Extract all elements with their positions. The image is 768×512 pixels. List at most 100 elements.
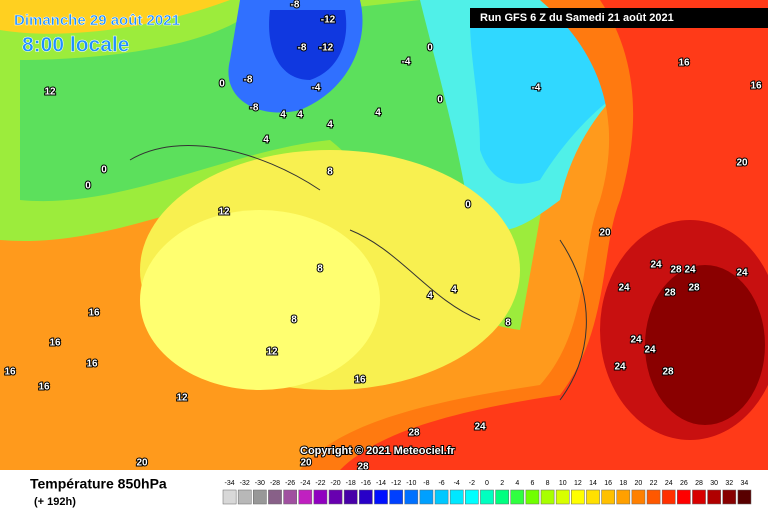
scale-swatch: [677, 489, 691, 505]
contour-label: 20: [136, 458, 148, 469]
contour-label: 24: [736, 268, 748, 279]
scale-swatch: [389, 489, 403, 505]
contour-label: 0: [465, 200, 471, 211]
scale-label: 6: [530, 480, 534, 487]
scale-label: -14: [376, 480, 386, 487]
contour-label: -12: [321, 15, 336, 26]
scale-swatch: [692, 489, 706, 505]
scale-swatch: [601, 489, 615, 505]
contour-label: 16: [678, 58, 690, 69]
scale-swatch: [313, 489, 328, 505]
scale-label: -2: [469, 480, 475, 487]
contour-label: 0: [101, 165, 107, 176]
contour-label: 20: [736, 158, 748, 169]
scale-label: 34: [741, 480, 749, 487]
time: 8:00 locale: [22, 34, 129, 57]
contour-label: 16: [354, 375, 366, 386]
contour-label: 28: [408, 428, 420, 439]
scale-swatch: [222, 489, 237, 505]
contour-label: 16: [86, 359, 98, 370]
contour-label: 4: [263, 135, 269, 146]
scale-label: -24: [300, 480, 310, 487]
scale-swatch: [586, 489, 600, 505]
scale-swatch: [646, 489, 661, 505]
contour-label: -8: [291, 0, 300, 11]
contour-label: 4: [375, 108, 381, 119]
scale-swatch: [631, 489, 646, 505]
scale-label: 8: [546, 480, 550, 487]
contour-label: 4: [280, 110, 286, 121]
contour-label: -4: [532, 83, 541, 94]
contour-label: -12: [319, 43, 334, 54]
contour-label: -8: [298, 43, 307, 54]
scale-label: 2: [500, 480, 504, 487]
scale-label: 28: [695, 480, 703, 487]
scale-swatch: [253, 489, 267, 505]
scale-swatch: [661, 489, 676, 505]
scale-label: 16: [604, 480, 612, 487]
contour-label: -4: [402, 57, 411, 68]
date: Dimanche 29 août 2021: [14, 12, 180, 29]
scale-swatch: [434, 489, 449, 505]
scale-swatch: [707, 489, 721, 505]
scale-label: 14: [589, 480, 597, 487]
scale-label: 32: [725, 480, 733, 487]
scale-swatch: [268, 489, 282, 505]
scale-label: -12: [391, 480, 401, 487]
scale-swatch: [510, 489, 525, 505]
scale-swatch: [495, 489, 509, 505]
scale-label: -34: [225, 480, 235, 487]
color-scale: -34 -32 -30 -28 -26 -24 -22 -20 -18 -16 -14 -12 -10-…: [222, 480, 752, 505]
contour-label: 16: [38, 382, 50, 393]
contour-label: 28: [670, 265, 682, 276]
contour-label: 24: [644, 345, 656, 356]
scale-label: -20: [331, 480, 341, 487]
scale-swatch: [328, 489, 343, 505]
contour-label: -4: [312, 83, 321, 94]
scale-label: -30: [255, 480, 265, 487]
legend-title: Température 850hPa: [30, 476, 167, 492]
contour-label: 24: [474, 422, 486, 433]
scale-swatch: [283, 489, 297, 505]
scale-swatch: [237, 489, 252, 505]
scale-label: 12: [574, 480, 582, 487]
contour-label: 8: [291, 315, 297, 326]
contour-label: 0: [437, 95, 443, 106]
scale-label: -16: [361, 480, 371, 487]
contour-label: 16: [49, 338, 61, 349]
map: [0, 0, 768, 470]
scale-label: -22: [315, 480, 325, 487]
scale-label: -28: [270, 480, 280, 487]
scale-swatch: [374, 489, 388, 505]
scale-label: 30: [710, 480, 718, 487]
contour-label: 28: [688, 283, 700, 294]
scale-label: -8: [423, 480, 429, 487]
scale-swatch: [480, 489, 494, 505]
contour-label: 24: [618, 283, 630, 294]
scale-label: 22: [650, 480, 658, 487]
contour-label: 12: [176, 393, 188, 404]
contour-label: 16: [4, 367, 16, 378]
contour-label: 8: [505, 318, 511, 329]
contour-label: 12: [218, 207, 230, 218]
scale-swatch: [722, 489, 737, 505]
contour-label: 28: [662, 367, 674, 378]
scale-label: 18: [619, 480, 627, 487]
contour-label: 20: [300, 458, 312, 469]
scale-swatch: [616, 489, 631, 505]
scale-label: 4: [515, 480, 519, 487]
contour-label: -8: [244, 75, 253, 86]
run-box: [470, 8, 768, 28]
contour-label: -8: [250, 103, 259, 114]
scale-label: 20: [635, 480, 643, 487]
scale-swatch: [449, 489, 464, 505]
run: Run GFS 6 Z du Samedi 21 août 2021: [480, 12, 674, 24]
scale-label: 26: [680, 480, 688, 487]
scale-swatch: [737, 489, 752, 505]
contour-label: 0: [219, 79, 225, 90]
scale-label: -6: [438, 480, 444, 487]
scale-swatch: [419, 489, 434, 505]
contour-label: 20: [599, 228, 611, 239]
